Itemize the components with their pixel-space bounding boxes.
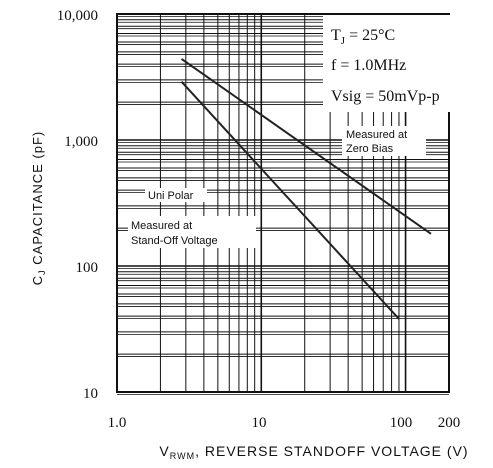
y-tick-1000: 1,000 bbox=[64, 134, 98, 150]
uni-polar-label-bg bbox=[145, 188, 207, 202]
series-line-1 bbox=[180, 58, 432, 235]
series-group bbox=[180, 58, 432, 320]
series-line-2 bbox=[180, 81, 400, 320]
x-tick-1: 1.0 bbox=[108, 415, 127, 431]
conditions-box-bg bbox=[323, 15, 458, 112]
zero-bias-line1: Measured at bbox=[346, 129, 407, 141]
y-axis-label: CJ CAPACITANCE (pF) bbox=[30, 131, 47, 285]
y-tick-10: 10 bbox=[83, 386, 98, 402]
zero-bias-label-bg bbox=[342, 126, 426, 156]
x-tick-100: 100 bbox=[390, 415, 413, 431]
standoff-line2: Stand-Off Voltage bbox=[131, 235, 218, 247]
x-axis-label: VRWM, REVERSE STANDOFF VOLTAGE (V) bbox=[159, 443, 468, 461]
standoff-label-bg bbox=[128, 216, 256, 248]
y-tick-100: 100 bbox=[76, 260, 99, 276]
condition-temperature: TJ = 25°C bbox=[331, 27, 395, 47]
condition-vsig: Vsig = 50mVp-p bbox=[331, 88, 440, 105]
standoff-line1: Measured at bbox=[131, 220, 192, 232]
zero-bias-line2: Zero Bias bbox=[346, 143, 394, 155]
x-tick-10: 10 bbox=[252, 415, 267, 431]
plot-frame bbox=[116, 13, 450, 393]
y-tick-10000: 10,000 bbox=[57, 8, 98, 24]
x-tick-200: 200 bbox=[438, 415, 461, 431]
condition-frequency: f = 1.0MHz bbox=[331, 57, 406, 74]
uni-polar-label: Uni Polar bbox=[148, 190, 194, 202]
